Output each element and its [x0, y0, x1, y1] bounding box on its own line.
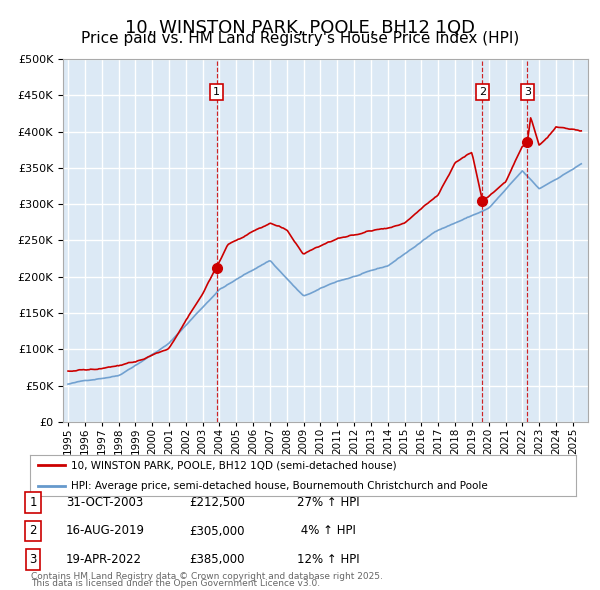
- Text: £212,500: £212,500: [189, 496, 245, 509]
- Text: 1: 1: [29, 496, 37, 509]
- Text: 1: 1: [213, 87, 220, 97]
- Text: £385,000: £385,000: [189, 553, 245, 566]
- Text: 10, WINSTON PARK, POOLE, BH12 1QD (semi-detached house): 10, WINSTON PARK, POOLE, BH12 1QD (semi-…: [71, 460, 397, 470]
- Text: £305,000: £305,000: [189, 525, 245, 537]
- Text: 3: 3: [29, 553, 37, 566]
- Text: 3: 3: [524, 87, 531, 97]
- Text: 12% ↑ HPI: 12% ↑ HPI: [297, 553, 359, 566]
- Text: HPI: Average price, semi-detached house, Bournemouth Christchurch and Poole: HPI: Average price, semi-detached house,…: [71, 481, 488, 491]
- Text: 16-AUG-2019: 16-AUG-2019: [66, 525, 145, 537]
- Text: 2: 2: [479, 87, 486, 97]
- Text: 31-OCT-2003: 31-OCT-2003: [66, 496, 143, 509]
- Text: 10, WINSTON PARK, POOLE, BH12 1QD: 10, WINSTON PARK, POOLE, BH12 1QD: [125, 19, 475, 37]
- Text: Price paid vs. HM Land Registry's House Price Index (HPI): Price paid vs. HM Land Registry's House …: [81, 31, 519, 45]
- Text: 19-APR-2022: 19-APR-2022: [66, 553, 142, 566]
- Text: Contains HM Land Registry data © Crown copyright and database right 2025.: Contains HM Land Registry data © Crown c…: [31, 572, 383, 581]
- Text: This data is licensed under the Open Government Licence v3.0.: This data is licensed under the Open Gov…: [31, 579, 320, 588]
- Text: 2: 2: [29, 525, 37, 537]
- Text: 27% ↑ HPI: 27% ↑ HPI: [297, 496, 359, 509]
- Text: 4% ↑ HPI: 4% ↑ HPI: [297, 525, 356, 537]
